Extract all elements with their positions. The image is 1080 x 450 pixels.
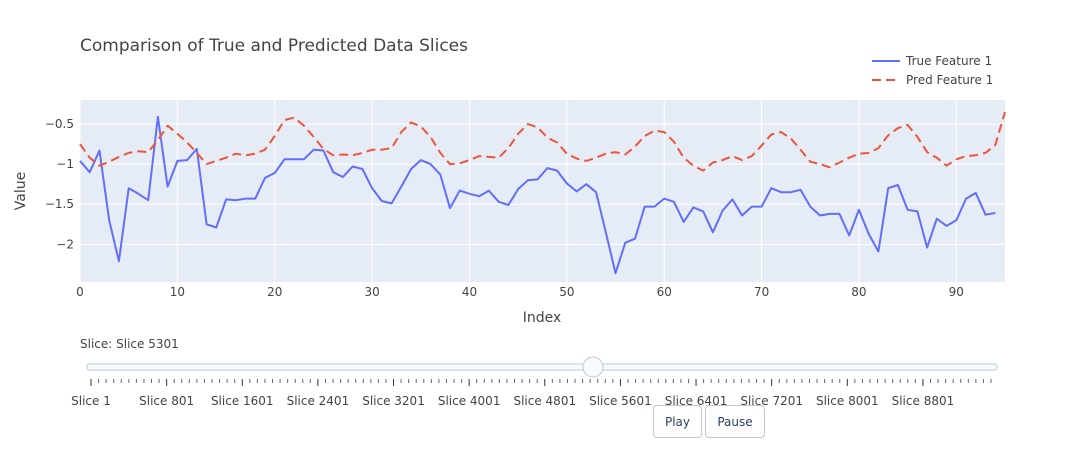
- slider-handle[interactable]: [582, 356, 604, 378]
- slider-tick-label: Slice 801: [139, 394, 194, 408]
- slider-tick-label: Slice 2401: [287, 394, 350, 408]
- legend-item-true[interactable]: True Feature 1: [872, 54, 992, 68]
- series-line-true-feature-1: [79, 115, 996, 275]
- slider-tick-label: Slice 4801: [513, 394, 576, 408]
- series-line-pred-feature-1: [79, 111, 1006, 172]
- y-tick-label: −1: [56, 157, 74, 171]
- slider-tick-label: Slice 3201: [362, 394, 425, 408]
- x-tick-label: 60: [657, 285, 672, 299]
- legend: True Feature 1 Pred Feature 1: [872, 54, 993, 87]
- x-tick-label: 70: [754, 285, 769, 299]
- legend-label-true: True Feature 1: [905, 54, 992, 68]
- slider-current-value: Slice: Slice 5301: [80, 337, 179, 351]
- x-tick-label: 40: [462, 285, 477, 299]
- pause-button[interactable]: Pause: [705, 405, 765, 438]
- slider-tick-label: Slice 1: [71, 394, 111, 408]
- slice-slider[interactable]: Slice: Slice 5301 Slice 1 Slice 801 Slice …: [71, 337, 998, 408]
- chart-title: Comparison of True and Predicted Data Sl…: [80, 36, 468, 56]
- slider-tick-label: Slice 1601: [211, 394, 274, 408]
- slider-rail[interactable]: [86, 363, 998, 371]
- slider-tick-label: Slice 8001: [816, 394, 879, 408]
- x-tick-label: 30: [364, 285, 379, 299]
- y-axis-title: Value: [13, 172, 29, 210]
- x-tick-label: 80: [851, 285, 866, 299]
- slider-tick-label: Slice 6401: [665, 394, 728, 408]
- x-tick-label: 10: [170, 285, 185, 299]
- x-tick-label: 20: [267, 285, 282, 299]
- y-tick-label: −1.5: [45, 197, 74, 211]
- x-axis-title: Index: [523, 310, 562, 326]
- grid-lines: [79, 100, 1005, 282]
- slider-tick-label: Slice 4001: [438, 394, 501, 408]
- slider-tick-label: Slice 8801: [892, 394, 955, 408]
- legend-item-pred[interactable]: Pred Feature 1: [872, 73, 993, 87]
- plot-area: [80, 100, 1005, 282]
- y-tick-label: −0.5: [45, 117, 74, 131]
- series-layer: [79, 111, 1006, 275]
- play-button[interactable]: Play: [653, 405, 702, 438]
- x-tick-label: 50: [559, 285, 574, 299]
- y-tick-label: −2: [56, 237, 74, 251]
- slider-tick-label: Slice 5601: [589, 394, 652, 408]
- x-tick-label: 90: [949, 285, 964, 299]
- x-tick-label: 0: [76, 285, 84, 299]
- axis-ticks: 0 10 20 30 40 50 60 70 80 90 −0.5 −1 −1.5 −2: [45, 117, 964, 299]
- slider-ticks: Slice 1 Slice 801 Slice 1601 Slice 2401 Slic…: [71, 379, 992, 408]
- slider-tick-label: Slice 7201: [740, 394, 803, 408]
- legend-label-pred: Pred Feature 1: [906, 73, 993, 87]
